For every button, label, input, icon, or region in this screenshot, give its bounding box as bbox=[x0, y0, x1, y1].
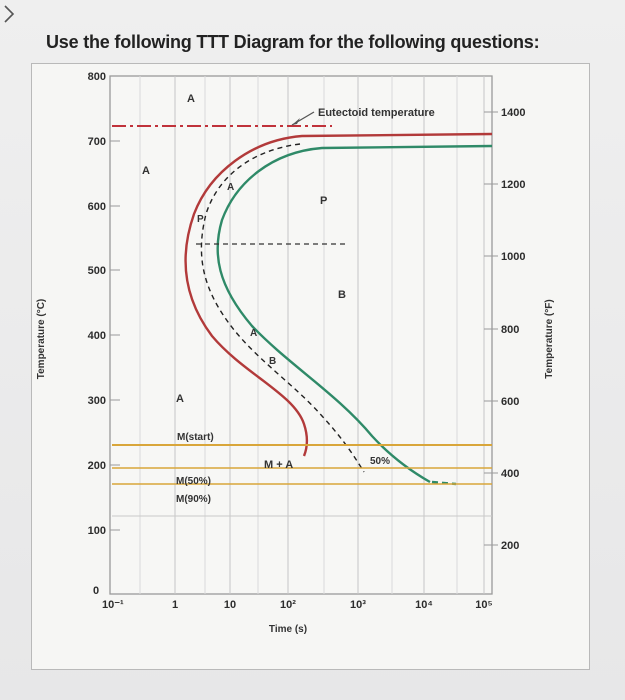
region-label-austenite: A bbox=[142, 165, 150, 177]
region-label-austenite: A bbox=[176, 393, 184, 405]
time-tick: 1 bbox=[172, 599, 178, 611]
celsius-tick: 500 bbox=[88, 265, 106, 277]
m-plus-a-label: M + A bbox=[264, 459, 293, 471]
celsius-tick: 700 bbox=[88, 136, 106, 148]
celsius-tick-labels: 800 700 600 500 400 300 200 100 0 bbox=[88, 71, 106, 597]
ttt-diagram: 800 700 600 500 400 300 200 100 0 1400 1… bbox=[36, 71, 555, 635]
vertical-gridlines bbox=[139, 76, 485, 594]
celsius-tick: 800 bbox=[88, 71, 106, 83]
region-label-austenite: A bbox=[187, 93, 195, 105]
right-axis-ticks bbox=[484, 111, 498, 546]
left-axis-ticks bbox=[110, 75, 120, 531]
celsius-tick: 300 bbox=[88, 395, 106, 407]
y-axis-right-title: Temperature (°F) bbox=[544, 299, 555, 378]
curve-marker-p: P bbox=[197, 214, 204, 225]
ttt-diagram-figure: 800 700 600 500 400 300 200 100 0 1400 1… bbox=[31, 63, 590, 670]
celsius-tick: 0 bbox=[93, 585, 99, 597]
plot-area bbox=[109, 75, 493, 595]
fahrenheit-tick: 600 bbox=[501, 396, 519, 408]
curve-marker-b: B bbox=[269, 356, 276, 367]
fifty-percent-label: 50% bbox=[370, 456, 390, 467]
transformation-start-curve bbox=[184, 132, 493, 457]
chevron-right-icon bbox=[4, 5, 15, 23]
celsius-tick: 100 bbox=[88, 525, 106, 537]
time-tick: 10³ bbox=[350, 599, 366, 611]
fahrenheit-tick: 1000 bbox=[501, 251, 525, 263]
fahrenheit-tick-labels: 1400 1200 1000 800 600 400 200 bbox=[501, 107, 525, 552]
fahrenheit-tick: 400 bbox=[501, 468, 519, 480]
time-tick: 10² bbox=[280, 599, 296, 611]
transformation-finish-curve bbox=[216, 144, 493, 484]
fahrenheit-tick: 800 bbox=[501, 324, 519, 336]
curve-marker-a: A bbox=[250, 328, 257, 339]
time-tick-labels: 10⁻¹ 1 10 10² 10³ 10⁴ 10⁵ bbox=[102, 599, 493, 611]
celsius-tick: 200 bbox=[88, 460, 106, 472]
fahrenheit-tick: 1200 bbox=[501, 179, 525, 191]
m-90-label: M(90%) bbox=[176, 494, 211, 505]
page-title: Use the following TTT Diagram for the fo… bbox=[46, 32, 540, 52]
time-tick: 10⁻¹ bbox=[102, 599, 124, 611]
arrow-icon bbox=[292, 118, 300, 125]
time-tick: 10⁵ bbox=[475, 599, 492, 611]
region-label-pearlite: P bbox=[320, 195, 327, 207]
eutectoid-label: Eutectoid temperature bbox=[318, 107, 435, 119]
curve-marker-a: A bbox=[227, 182, 234, 193]
time-tick: 10 bbox=[224, 599, 236, 611]
fifty-percent-curve bbox=[200, 143, 365, 473]
m-50-label: M(50%) bbox=[176, 476, 211, 487]
fahrenheit-tick: 1400 bbox=[501, 107, 525, 119]
fahrenheit-tick: 200 bbox=[501, 540, 519, 552]
time-tick: 10⁴ bbox=[415, 599, 433, 611]
celsius-tick: 400 bbox=[88, 330, 106, 342]
celsius-tick: 600 bbox=[88, 201, 106, 213]
x-axis-title: Time (s) bbox=[269, 624, 307, 635]
y-axis-left-title: Temperature (°C) bbox=[36, 299, 47, 380]
region-label-bainite: B bbox=[338, 289, 346, 301]
m-start-label: M(start) bbox=[177, 432, 214, 443]
